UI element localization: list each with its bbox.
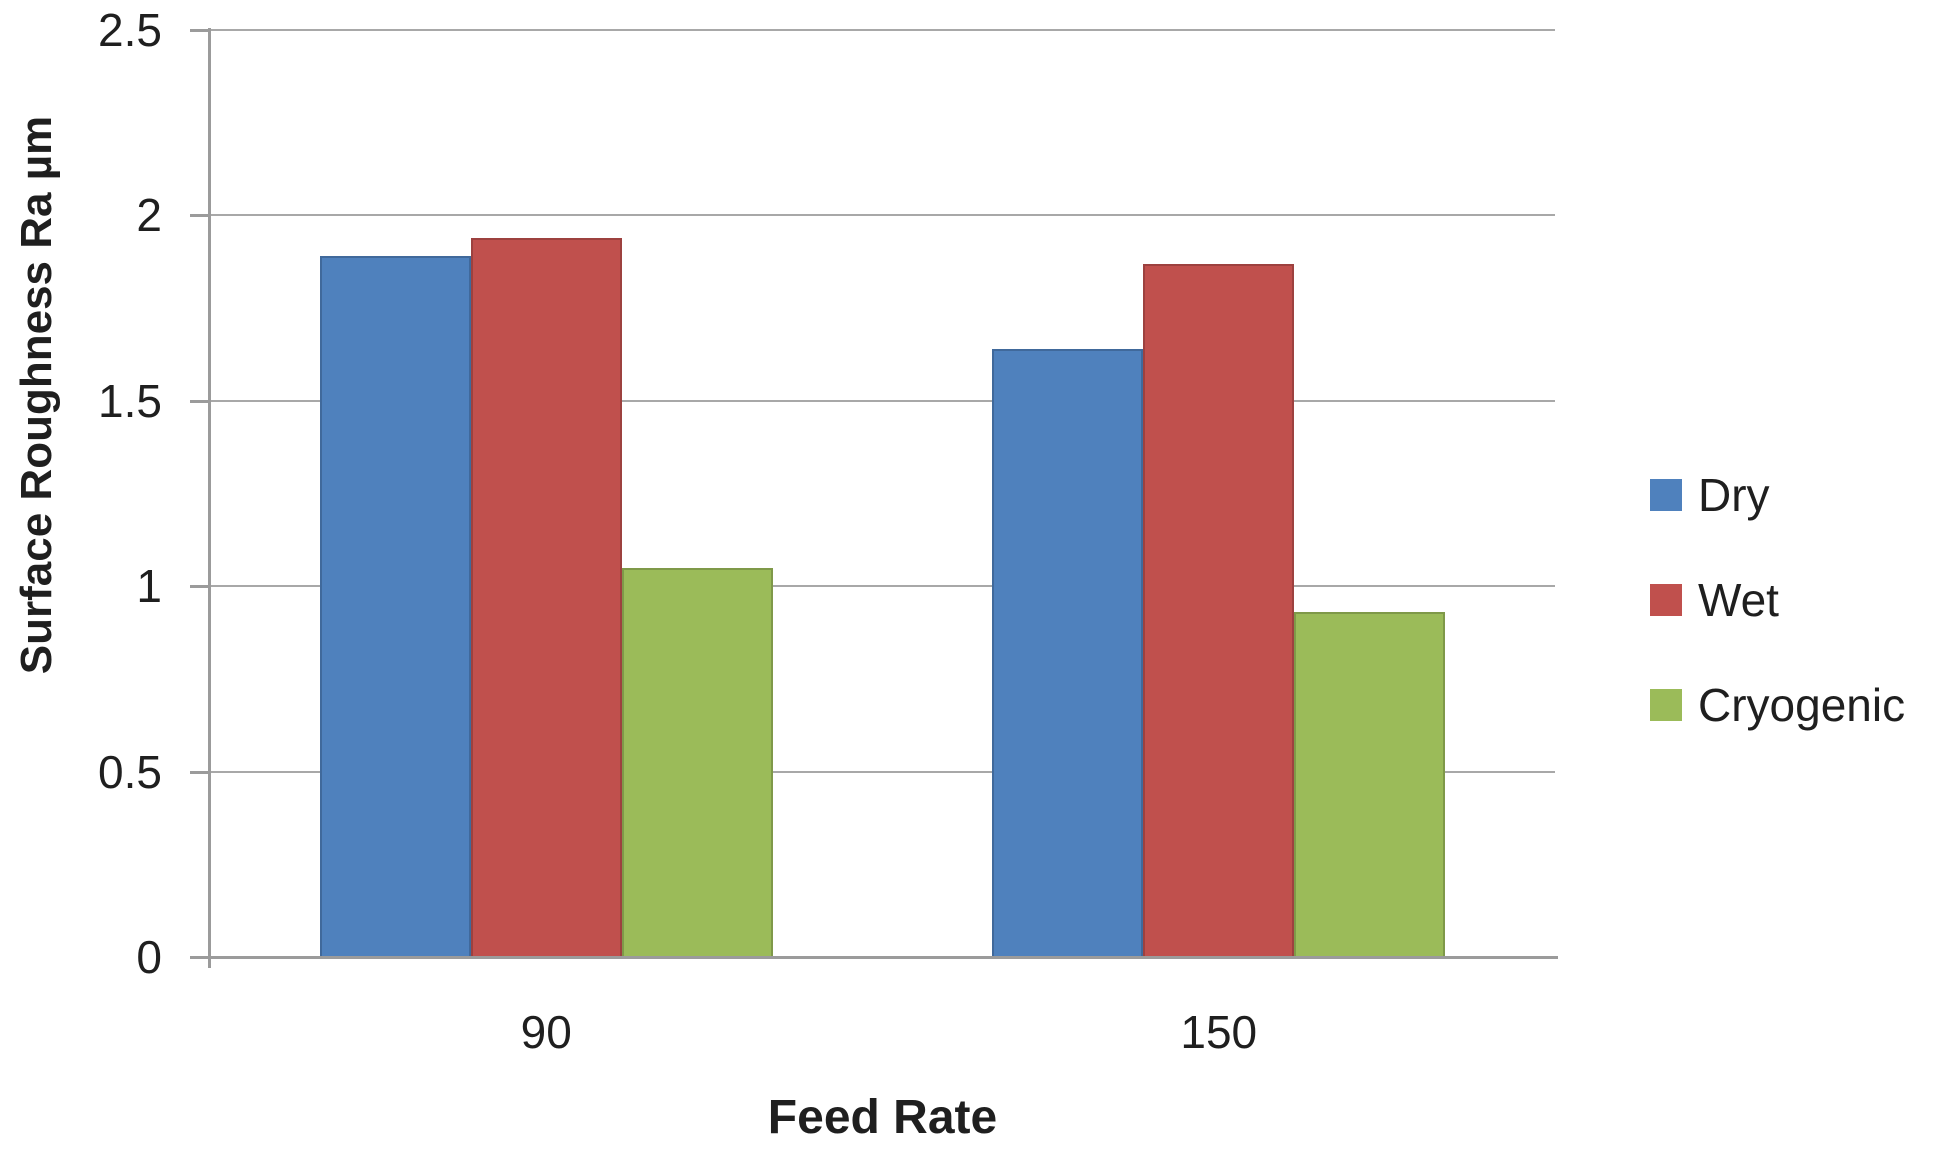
legend-swatch-wet [1650,584,1682,616]
bar-wet-150 [1143,263,1295,957]
y-tick-label: 0 [136,931,162,983]
gridline-y-2.5 [210,29,1555,31]
legend-swatch-dry [1650,479,1682,511]
y-tick-mark [190,214,210,218]
legend-label: Dry [1698,469,1770,521]
x-axis-line [208,956,1558,959]
bar-cryogenic-150 [1294,612,1446,957]
y-axis-line [208,28,211,968]
legend-item-wet: Wet [1650,574,1905,626]
legend-swatch-cryogenic [1650,689,1682,721]
gridline-y-2 [210,214,1555,217]
y-tick-mark [190,29,210,32]
y-tick-label: 2 [136,189,162,242]
x-tick-label-90: 90 [520,1006,572,1058]
y-tick-mark [190,585,210,589]
y-tick-label: 1.5 [98,374,162,427]
plot-area [190,29,1555,959]
bar-wet-90 [470,237,622,957]
y-tick-label: 1 [136,560,162,613]
legend-label: Wet [1698,574,1779,626]
legend-label: Cryogenic [1698,679,1906,731]
y-tick-mark [190,399,210,403]
y-tick-mark [190,956,210,959]
legend-item-cryogenic: Cryogenic [1650,679,1906,731]
x-axis-title: Feed Rate [767,1091,998,1144]
x-tick-label-150: 150 [1180,1006,1258,1058]
y-tick-mark [190,770,210,774]
gridline-y-0.5 [210,770,1555,773]
gridline-y-1 [210,585,1555,588]
bar-dry-90 [319,256,471,957]
y-tick-label: 2.5 [98,4,162,56]
legend: Dry Wet Cryogenic [1650,469,1906,785]
bar-dry-150 [992,348,1144,957]
gridline-y-1.5 [210,399,1555,402]
y-tick-label: 0.5 [98,745,162,798]
legend-item-dry: Dry [1650,469,1905,521]
bar-cryogenic-90 [621,567,773,957]
